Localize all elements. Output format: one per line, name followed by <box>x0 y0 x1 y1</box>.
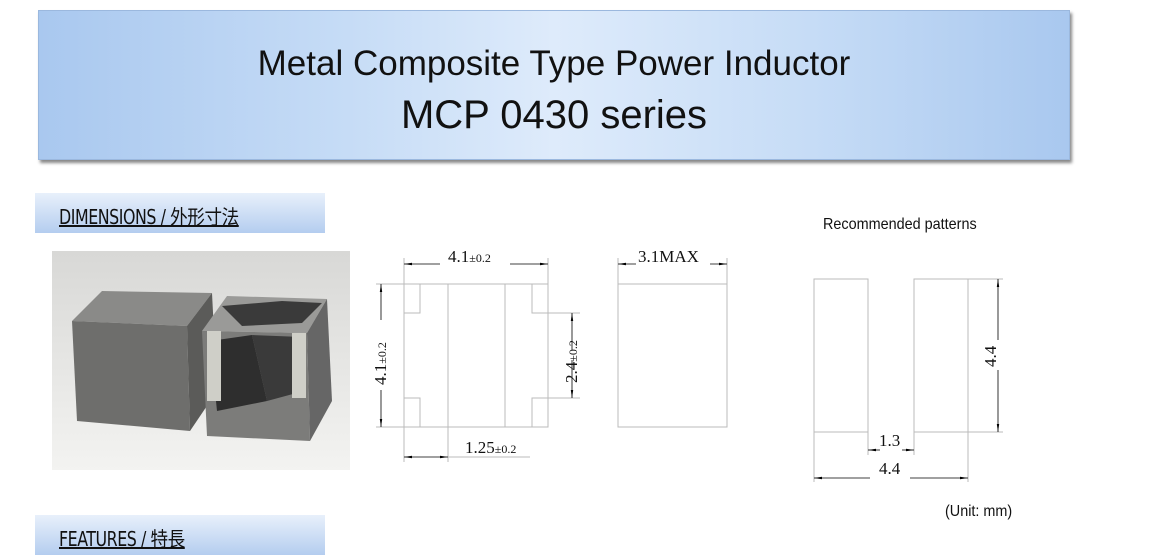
unit-note: (Unit: mm) <box>945 503 1013 520</box>
pattern-height: 4.4 <box>981 345 1000 367</box>
land-pattern <box>813 278 1003 482</box>
svg-text:1.25±0.2: 1.25±0.2 <box>465 438 516 457</box>
height-dimension: 4.1 <box>371 364 390 385</box>
section-header-dimensions: DIMENSIONS / 外形寸法 <box>35 193 325 233</box>
terminal-width-tolerance: ±0.2 <box>495 442 517 456</box>
section-label: DIMENSIONS / 外形寸法 <box>59 205 239 229</box>
terminal-height-dimension: 2.4 <box>562 361 581 383</box>
pattern-width: 4.4 <box>879 459 901 478</box>
svg-text:2.4±0.2: 2.4±0.2 <box>562 340 581 383</box>
front-view <box>376 258 580 462</box>
product-photo <box>52 251 350 470</box>
recommended-patterns-title: Recommended patterns <box>823 216 977 233</box>
width-dimension: 4.1 <box>448 247 469 266</box>
series-title: MCP 0430 series <box>400 93 708 137</box>
width-tolerance: ±0.2 <box>469 251 491 265</box>
thickness-dimension: 3.1MAX <box>638 247 699 266</box>
title-banner: Metal Composite Type Power Inductor MCP … <box>38 10 1070 160</box>
svg-text:4.1±0.2: 4.1±0.2 <box>371 342 390 385</box>
side-view <box>617 258 728 428</box>
height-tolerance: ±0.2 <box>375 342 389 364</box>
svg-text:4.1±0.2: 4.1±0.2 <box>448 247 491 266</box>
terminal-width-dimension: 1.25 <box>465 438 495 457</box>
terminal-height-tolerance: ±0.2 <box>566 340 580 362</box>
product-title: Metal Composite Type Power Inductor <box>257 44 851 83</box>
pattern-gap: 1.3 <box>879 431 900 450</box>
